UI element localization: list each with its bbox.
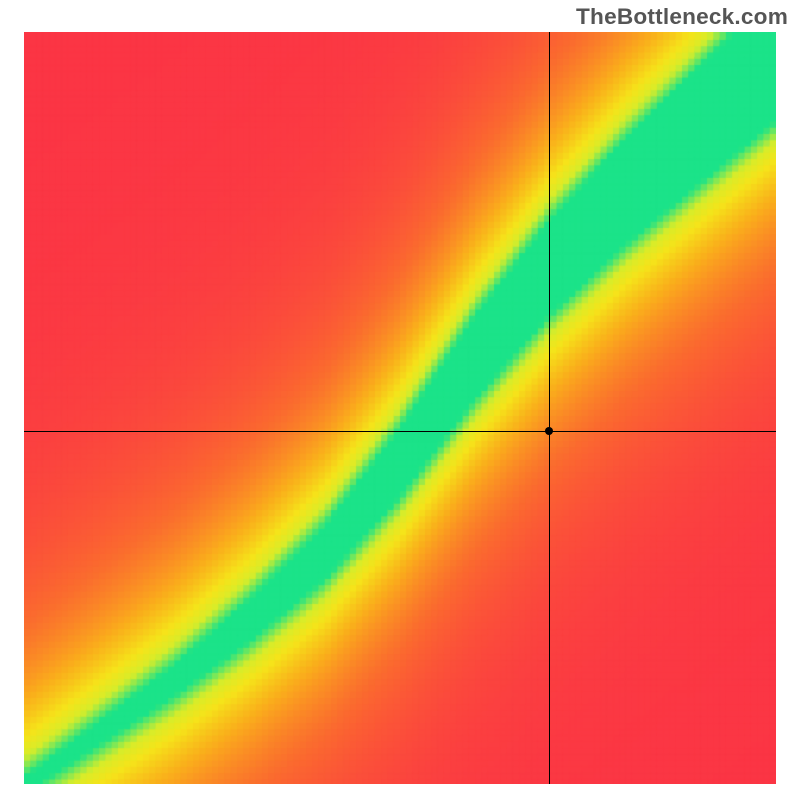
crosshair-vertical-line (549, 32, 550, 784)
watermark-text: TheBottleneck.com (576, 4, 788, 30)
bottleneck-heatmap (24, 32, 776, 784)
chart-container: TheBottleneck.com (0, 0, 800, 800)
selection-marker-dot (545, 427, 553, 435)
crosshair-horizontal-line (24, 431, 776, 432)
